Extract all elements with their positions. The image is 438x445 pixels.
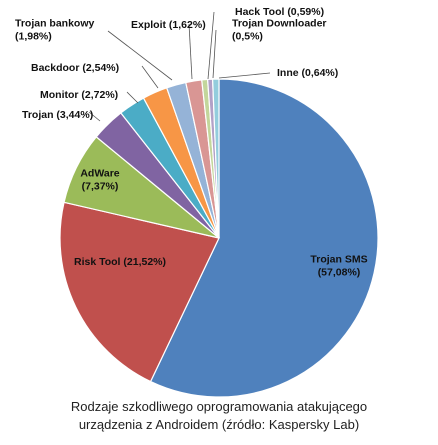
data-label: Risk Tool (21,52%) xyxy=(74,256,166,268)
data-label: Monitor (2,72%) xyxy=(40,89,118,101)
pie-slice-risk-tool xyxy=(59,201,220,383)
data-label: Trojan bankowy (1,98%) xyxy=(15,17,95,42)
leader-line xyxy=(207,11,215,80)
data-label: AdWare (7,37%) xyxy=(80,167,119,192)
leader-line xyxy=(126,91,139,104)
leader-line xyxy=(212,29,217,79)
leader-line xyxy=(141,65,159,89)
pie-slice-inne xyxy=(211,78,220,239)
data-label: Exploit (1,62%) xyxy=(131,19,206,31)
leader-lines xyxy=(88,11,271,122)
leader-line xyxy=(107,30,173,81)
pie-slices xyxy=(59,78,379,398)
caption-line-2: urządzenia z Androidem (źródło: Kaspersk… xyxy=(78,417,360,432)
data-label: Hack Tool (0,59%) xyxy=(235,6,324,18)
data-label: Inne (0,64%) xyxy=(277,67,338,79)
chart-caption: Rodzaje szkodliwego oprogramowania ataku… xyxy=(0,398,438,434)
leader-line xyxy=(188,23,193,80)
data-labels: Trojan SMS (57,08%) Risk Tool (21,52%) AdWa… xyxy=(15,6,368,279)
data-label: Trojan (3,44%) xyxy=(22,109,93,121)
data-label: Backdoor (2,54%) xyxy=(31,62,119,74)
pie-slice-trojan-sms xyxy=(149,78,379,398)
leader-line xyxy=(88,111,101,122)
data-label: Trojan SMS (57,08%) xyxy=(310,253,367,278)
caption-line-1: Rodzaje szkodliwego oprogramowania ataku… xyxy=(70,399,368,414)
data-label: Trojan Downloader (0,5%) xyxy=(232,17,327,42)
pie-chart: Trojan SMS (57,08%) Risk Tool (21,52%) AdWa… xyxy=(15,6,379,398)
leader-line xyxy=(218,72,271,79)
